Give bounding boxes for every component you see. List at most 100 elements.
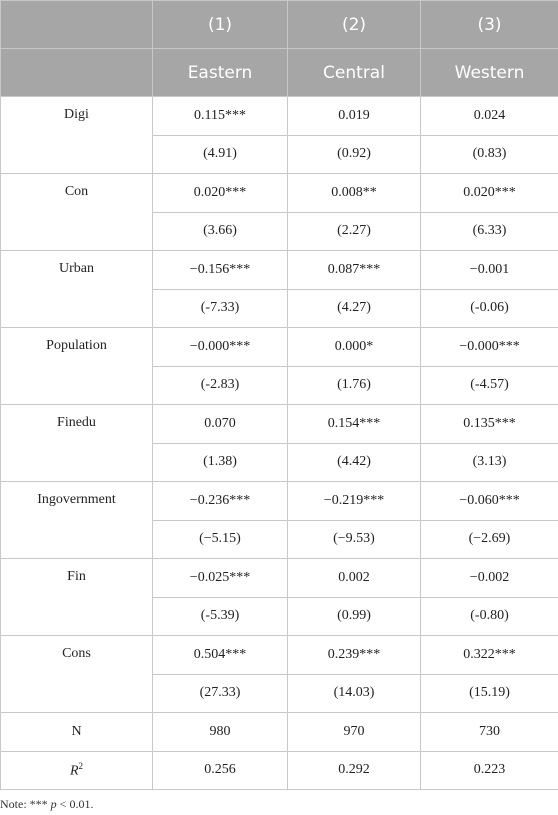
- coefficient: −0.236***: [152, 481, 288, 521]
- t-row: (3.66) (2.27) (6.33): [1, 211, 558, 251]
- coefficient: −0.001: [420, 250, 558, 290]
- t-statistic: (2.27): [287, 211, 421, 251]
- coefficient: 0.000*: [287, 327, 421, 367]
- t-row: (-5.39) (0.99) (-0.80): [1, 596, 558, 636]
- note-var: p: [50, 797, 57, 811]
- header-cell: Central: [287, 48, 421, 97]
- t-statistic: (-0.06): [420, 288, 558, 328]
- t-statistic: (3.66): [152, 211, 288, 251]
- header-row: Eastern Central Western: [0, 48, 558, 97]
- t-statistic: (3.13): [420, 442, 558, 482]
- coefficient: 0.002: [287, 558, 421, 598]
- t-statistic: (−5.15): [152, 519, 288, 559]
- coefficient: 0.019: [287, 96, 421, 136]
- variable-label: Cons: [0, 635, 153, 713]
- t-statistic: (−9.53): [287, 519, 421, 559]
- regression-table: (1) (2) (3) Eastern Central Western Digi 0.115*…: [0, 0, 558, 790]
- r2-row: R2 0.256 0.292 0.223: [0, 750, 558, 790]
- t-statistic: (14.03): [287, 673, 421, 713]
- coefficient: −0.156***: [152, 250, 288, 290]
- header-cell: Western: [420, 48, 558, 97]
- r2-value: 0.223: [420, 750, 558, 790]
- coefficient: 0.070: [152, 404, 288, 444]
- t-statistic: (-7.33): [152, 288, 288, 328]
- n-value: 730: [420, 712, 558, 752]
- t-statistic: (0.92): [287, 134, 421, 174]
- t-statistic: (6.33): [420, 211, 558, 251]
- coef-row: Cons 0.504*** 0.239*** 0.322***: [0, 635, 558, 713]
- t-statistic: (0.83): [420, 134, 558, 174]
- t-statistic: (27.33): [152, 673, 288, 713]
- r2-value: 0.256: [152, 750, 288, 790]
- t-statistic: (4.27): [287, 288, 421, 328]
- t-statistic: (−2.69): [420, 519, 558, 559]
- t-statistic: (15.19): [420, 673, 558, 713]
- coef-row: Ingovernment −0.236*** −0.219*** −0.060***: [0, 481, 558, 559]
- variable-label: Finedu: [0, 404, 153, 482]
- r2-value: 0.292: [287, 750, 421, 790]
- coefficient: 0.239***: [287, 635, 421, 675]
- variable-label: Fin: [0, 558, 153, 636]
- variable-label: Population: [0, 327, 153, 405]
- coef-row: Population −0.000*** 0.000* −0.000***: [0, 327, 558, 405]
- coefficient: 0.322***: [420, 635, 558, 675]
- t-row: (27.33) (14.03) (15.19): [1, 673, 558, 713]
- coef-row: Con 0.020*** 0.008** 0.020***: [0, 173, 558, 251]
- note-prefix: Note: ***: [0, 797, 48, 811]
- t-statistic: (-5.39): [152, 596, 288, 636]
- header-row: (1) (2) (3): [0, 0, 558, 49]
- header-cell: Eastern: [152, 48, 288, 97]
- note: Note: *** p < 0.01.: [0, 797, 558, 812]
- header-cell: (1): [152, 0, 288, 49]
- coefficient: −0.025***: [152, 558, 288, 598]
- coefficient: 0.020***: [420, 173, 558, 213]
- t-statistic: (1.76): [287, 365, 421, 405]
- coef-row: Finedu 0.070 0.154*** 0.135***: [0, 404, 558, 482]
- t-row: (-7.33) (4.27) (-0.06): [1, 288, 558, 328]
- coefficient: 0.024: [420, 96, 558, 136]
- header-cell: [0, 0, 153, 49]
- coefficient: 0.008**: [287, 173, 421, 213]
- coefficient: −0.219***: [287, 481, 421, 521]
- header-cell: [0, 48, 153, 97]
- t-statistic: (-2.83): [152, 365, 288, 405]
- t-statistic: (0.99): [287, 596, 421, 636]
- t-row: (1.38) (4.42) (3.13): [1, 442, 558, 482]
- header-cell: (3): [420, 0, 558, 49]
- r2-sup: 2: [78, 760, 84, 771]
- coefficient: −0.060***: [420, 481, 558, 521]
- coefficient: 0.504***: [152, 635, 288, 675]
- r2-label: R: [69, 763, 79, 779]
- t-row: (−5.15) (−9.53) (−2.69): [1, 519, 558, 559]
- coefficient: 0.087***: [287, 250, 421, 290]
- coefficient: 0.154***: [287, 404, 421, 444]
- coef-row: Digi 0.115*** 0.019 0.024: [0, 96, 558, 174]
- t-row: (-2.83) (1.76) (-4.57): [1, 365, 558, 405]
- variable-label: Con: [0, 173, 153, 251]
- variable-label: Urban: [0, 250, 153, 328]
- note-suffix: < 0.01.: [59, 797, 94, 811]
- t-statistic: (-0.80): [420, 596, 558, 636]
- coef-row: Fin −0.025*** 0.002 −0.002: [0, 558, 558, 636]
- coefficient: −0.002: [420, 558, 558, 598]
- variable-label: Digi: [0, 96, 153, 174]
- header-cell: (2): [287, 0, 421, 49]
- t-statistic: (1.38): [152, 442, 288, 482]
- n-value: 980: [152, 712, 288, 752]
- coefficient: 0.135***: [420, 404, 558, 444]
- coefficient: 0.020***: [152, 173, 288, 213]
- row-label: N: [0, 712, 153, 752]
- coefficient: 0.115***: [152, 96, 288, 136]
- coefficient: −0.000***: [152, 327, 288, 367]
- variable-label: Ingovernment: [0, 481, 153, 559]
- table-body: (1) (2) (3) Eastern Central Western Digi 0.115*…: [0, 0, 558, 790]
- coef-row: Urban −0.156*** 0.087*** −0.001: [0, 250, 558, 328]
- n-row: N 980 970 730: [0, 712, 558, 752]
- t-statistic: (4.91): [152, 134, 288, 174]
- t-statistic: (4.42): [287, 442, 421, 482]
- t-statistic: (-4.57): [420, 365, 558, 405]
- coefficient: −0.000***: [420, 327, 558, 367]
- n-value: 970: [287, 712, 421, 752]
- row-label: R2: [0, 750, 153, 790]
